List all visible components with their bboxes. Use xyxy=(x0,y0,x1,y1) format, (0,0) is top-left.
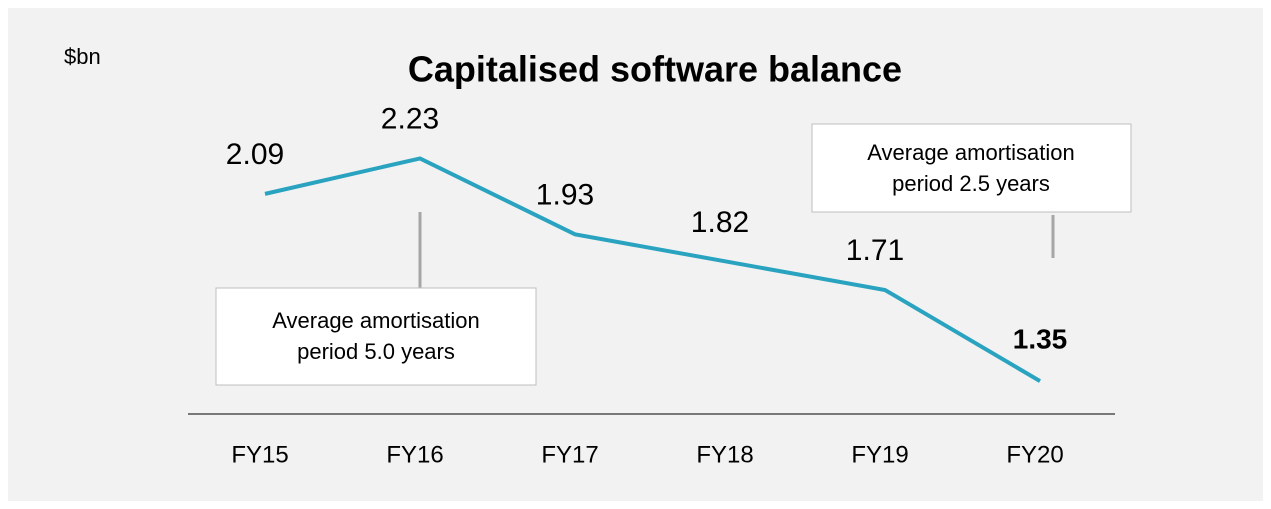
annotation-text: period 2.5 years xyxy=(892,171,1050,196)
data-label: 1.71 xyxy=(846,234,904,267)
x-tick-label: FY18 xyxy=(696,441,753,468)
data-line xyxy=(264,156,1042,383)
chart-title: Capitalised software balance xyxy=(408,49,902,90)
x-tick-label: FY17 xyxy=(541,441,598,468)
x-tick-label: FY15 xyxy=(231,441,288,468)
x-tick-label: FY20 xyxy=(1006,441,1063,468)
data-label: 1.35 xyxy=(1013,323,1068,354)
data-label: 1.93 xyxy=(536,178,594,211)
annotation-text: Average amortisation xyxy=(272,308,480,333)
annotation-box xyxy=(215,287,537,386)
annotation-text: period 5.0 years xyxy=(297,339,455,364)
annotation-box xyxy=(811,123,1132,213)
y-axis-label: $bn xyxy=(64,44,101,69)
x-tick-label: FY19 xyxy=(851,441,908,468)
data-label: 2.23 xyxy=(381,102,439,135)
annotation-text: Average amortisation xyxy=(867,140,1075,165)
data-label: 1.82 xyxy=(691,206,749,239)
x-tick-label: FY16 xyxy=(386,441,443,468)
data-label: 2.09 xyxy=(226,138,284,171)
